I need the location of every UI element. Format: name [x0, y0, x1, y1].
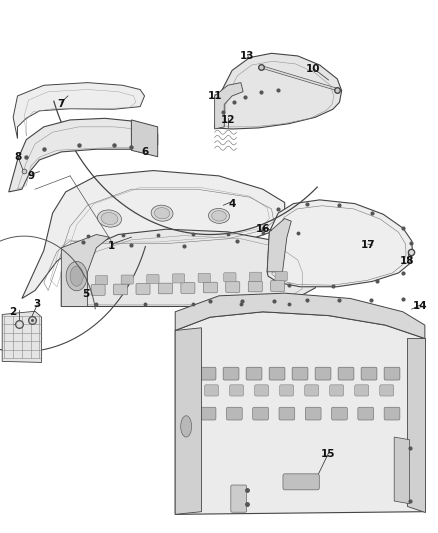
FancyBboxPatch shape	[279, 385, 293, 396]
FancyBboxPatch shape	[315, 367, 331, 380]
Polygon shape	[131, 120, 158, 157]
Text: 4: 4	[229, 199, 236, 208]
FancyBboxPatch shape	[248, 281, 262, 292]
Text: 15: 15	[321, 449, 336, 459]
FancyBboxPatch shape	[292, 367, 308, 380]
FancyBboxPatch shape	[279, 407, 295, 420]
FancyBboxPatch shape	[330, 385, 344, 396]
FancyBboxPatch shape	[205, 385, 219, 396]
FancyBboxPatch shape	[332, 407, 347, 420]
Polygon shape	[175, 293, 425, 338]
Polygon shape	[9, 118, 158, 192]
Polygon shape	[215, 83, 243, 129]
FancyBboxPatch shape	[200, 367, 216, 380]
FancyBboxPatch shape	[384, 407, 400, 420]
FancyBboxPatch shape	[181, 282, 195, 293]
FancyBboxPatch shape	[305, 385, 319, 396]
FancyBboxPatch shape	[231, 485, 247, 512]
Polygon shape	[61, 235, 110, 306]
Text: 3: 3	[34, 299, 41, 309]
Ellipse shape	[151, 205, 173, 221]
Polygon shape	[215, 53, 342, 129]
Polygon shape	[407, 338, 425, 512]
Text: 16: 16	[255, 224, 270, 234]
Polygon shape	[267, 219, 291, 272]
FancyBboxPatch shape	[361, 367, 377, 380]
FancyBboxPatch shape	[384, 367, 400, 380]
FancyBboxPatch shape	[224, 273, 236, 282]
Ellipse shape	[66, 261, 87, 291]
Text: 18: 18	[400, 256, 415, 266]
Text: 6: 6	[141, 147, 148, 157]
Polygon shape	[61, 229, 315, 306]
Text: 7: 7	[58, 99, 65, 109]
FancyBboxPatch shape	[200, 407, 216, 420]
FancyBboxPatch shape	[269, 367, 285, 380]
FancyBboxPatch shape	[246, 367, 262, 380]
FancyBboxPatch shape	[271, 281, 285, 292]
FancyBboxPatch shape	[230, 385, 244, 396]
Polygon shape	[13, 83, 145, 139]
FancyBboxPatch shape	[226, 281, 240, 292]
FancyBboxPatch shape	[358, 407, 374, 420]
Ellipse shape	[70, 266, 83, 286]
FancyBboxPatch shape	[203, 282, 217, 293]
Ellipse shape	[101, 213, 118, 224]
Ellipse shape	[155, 207, 170, 219]
FancyBboxPatch shape	[283, 474, 319, 490]
FancyBboxPatch shape	[91, 285, 105, 295]
Text: 13: 13	[240, 51, 255, 61]
Polygon shape	[267, 200, 413, 287]
Polygon shape	[394, 437, 410, 504]
FancyBboxPatch shape	[249, 272, 261, 281]
FancyBboxPatch shape	[198, 273, 210, 282]
Polygon shape	[175, 328, 201, 514]
Polygon shape	[175, 312, 425, 514]
FancyBboxPatch shape	[275, 272, 287, 281]
Text: 11: 11	[207, 91, 222, 101]
Text: 9: 9	[27, 171, 34, 181]
FancyBboxPatch shape	[173, 274, 185, 283]
FancyBboxPatch shape	[113, 284, 127, 295]
Ellipse shape	[180, 416, 192, 437]
Polygon shape	[2, 311, 42, 362]
FancyBboxPatch shape	[121, 275, 134, 284]
FancyBboxPatch shape	[305, 407, 321, 420]
FancyBboxPatch shape	[380, 385, 394, 396]
FancyBboxPatch shape	[254, 385, 268, 396]
FancyBboxPatch shape	[159, 283, 173, 294]
FancyBboxPatch shape	[147, 274, 159, 284]
Text: 10: 10	[306, 64, 321, 74]
Polygon shape	[22, 171, 285, 298]
Ellipse shape	[212, 211, 226, 221]
FancyBboxPatch shape	[95, 276, 108, 285]
FancyBboxPatch shape	[223, 367, 239, 380]
Text: 5: 5	[82, 289, 89, 299]
FancyBboxPatch shape	[253, 407, 268, 420]
FancyBboxPatch shape	[136, 284, 150, 294]
Text: 1: 1	[108, 241, 115, 251]
Text: 2: 2	[10, 307, 17, 317]
Text: 12: 12	[220, 115, 235, 125]
Text: 8: 8	[14, 152, 21, 162]
Text: 14: 14	[413, 302, 428, 311]
Ellipse shape	[98, 210, 121, 227]
FancyBboxPatch shape	[338, 367, 354, 380]
FancyBboxPatch shape	[226, 407, 242, 420]
FancyBboxPatch shape	[355, 385, 369, 396]
Ellipse shape	[208, 208, 230, 223]
Text: 17: 17	[360, 240, 375, 250]
